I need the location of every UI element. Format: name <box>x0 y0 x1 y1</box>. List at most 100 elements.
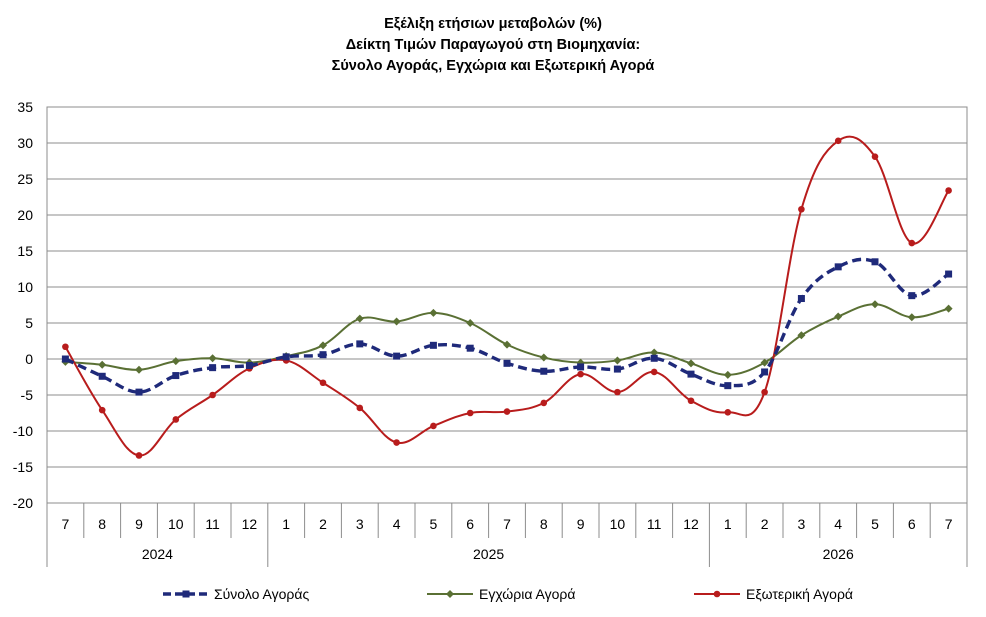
data-point <box>171 357 180 366</box>
series-2 <box>61 300 953 379</box>
y-tick-label: 5 <box>25 315 33 331</box>
x-tick-label: 7 <box>945 516 953 532</box>
data-point <box>61 355 69 363</box>
x-tick-label: 9 <box>577 516 585 532</box>
data-point <box>798 205 805 213</box>
year-label: 2026 <box>823 546 854 562</box>
data-point <box>172 372 180 380</box>
data-point <box>208 354 217 363</box>
legend-label: Εγχώρια Αγορά <box>479 586 575 602</box>
data-point <box>209 391 216 399</box>
data-point <box>834 263 842 271</box>
y-tick-label: -15 <box>13 459 33 475</box>
y-tick-label: 25 <box>17 171 33 187</box>
data-point <box>356 404 364 412</box>
data-point <box>540 367 548 375</box>
series-1 <box>61 257 953 396</box>
legend-item: Εγχώρια Αγορά <box>427 586 575 602</box>
y-tick-label: 0 <box>25 351 33 367</box>
data-point <box>871 258 879 266</box>
data-point <box>687 397 695 405</box>
x-tick-label: 6 <box>466 516 474 532</box>
data-point <box>503 408 511 415</box>
series-line <box>64 135 950 457</box>
data-point <box>650 368 658 376</box>
data-point <box>135 452 143 459</box>
series-3 <box>62 135 952 459</box>
x-tick-label: 7 <box>62 516 70 532</box>
data-point <box>98 360 107 369</box>
data-point <box>466 319 475 327</box>
x-tick-label: 3 <box>798 516 806 532</box>
data-point <box>466 409 474 417</box>
data-point <box>797 331 806 340</box>
x-tick-label: 12 <box>242 516 258 532</box>
year-label: 2024 <box>142 546 173 562</box>
data-point <box>650 348 659 357</box>
y-tick-label: -20 <box>13 495 33 511</box>
data-point <box>945 187 952 194</box>
x-tick-label: 10 <box>610 516 626 532</box>
data-point <box>503 359 511 367</box>
x-tick-label: 10 <box>168 516 184 532</box>
data-point <box>871 300 879 309</box>
legend-item: Σύνολο Αγοράς <box>163 586 309 602</box>
data-point <box>503 340 511 349</box>
x-tick-label: 3 <box>356 516 364 532</box>
legend-marker <box>713 590 721 598</box>
data-point <box>319 379 327 387</box>
data-point <box>908 292 916 300</box>
data-point <box>355 314 364 323</box>
x-tick-label: 12 <box>683 516 699 532</box>
data-point <box>466 344 474 352</box>
x-tick-label: 4 <box>393 516 401 532</box>
y-tick-label: 20 <box>17 207 33 223</box>
x-tick-label: 1 <box>282 516 290 532</box>
legend-marker <box>446 590 454 598</box>
data-point <box>429 308 438 317</box>
data-point <box>393 352 401 360</box>
data-point <box>723 370 732 379</box>
data-point <box>724 408 732 416</box>
y-tick-label: 30 <box>17 135 33 151</box>
data-point <box>760 358 769 367</box>
x-tick-label: 8 <box>540 516 548 532</box>
data-point <box>687 359 695 368</box>
data-point <box>392 317 401 326</box>
y-tick-label: 10 <box>17 279 33 295</box>
data-point <box>650 354 658 362</box>
data-point <box>319 351 327 359</box>
data-point <box>577 370 584 378</box>
y-tick-label: 15 <box>17 243 33 259</box>
data-point <box>761 368 769 376</box>
x-tick-label: 8 <box>98 516 106 532</box>
data-point <box>430 422 437 430</box>
data-point <box>209 364 217 372</box>
data-point <box>908 239 916 247</box>
data-point <box>613 356 622 365</box>
data-point <box>614 388 621 396</box>
x-tick-label: 1 <box>724 516 732 532</box>
data-point <box>98 406 106 414</box>
data-point <box>834 312 843 321</box>
data-point <box>319 341 327 350</box>
y-tick-label: -10 <box>13 423 33 439</box>
x-tick-label: 5 <box>430 516 438 532</box>
year-label: 2025 <box>473 546 504 562</box>
x-tick-label: 5 <box>871 516 879 532</box>
series-lines <box>61 135 953 459</box>
data-point <box>245 361 253 369</box>
chart-title-line-1: Εξέλιξη ετήσιων μεταβολών (%) <box>384 16 602 32</box>
x-tick-label: 9 <box>135 516 143 532</box>
x-tick-label: 7 <box>503 516 511 532</box>
y-tick-label: -5 <box>21 387 34 403</box>
data-point <box>577 363 585 371</box>
data-point <box>172 416 180 423</box>
y-tick-label: 35 <box>17 99 33 115</box>
data-point <box>98 372 106 380</box>
data-point <box>540 399 548 407</box>
data-point <box>282 353 290 361</box>
x-tick-label: 2 <box>761 516 769 532</box>
